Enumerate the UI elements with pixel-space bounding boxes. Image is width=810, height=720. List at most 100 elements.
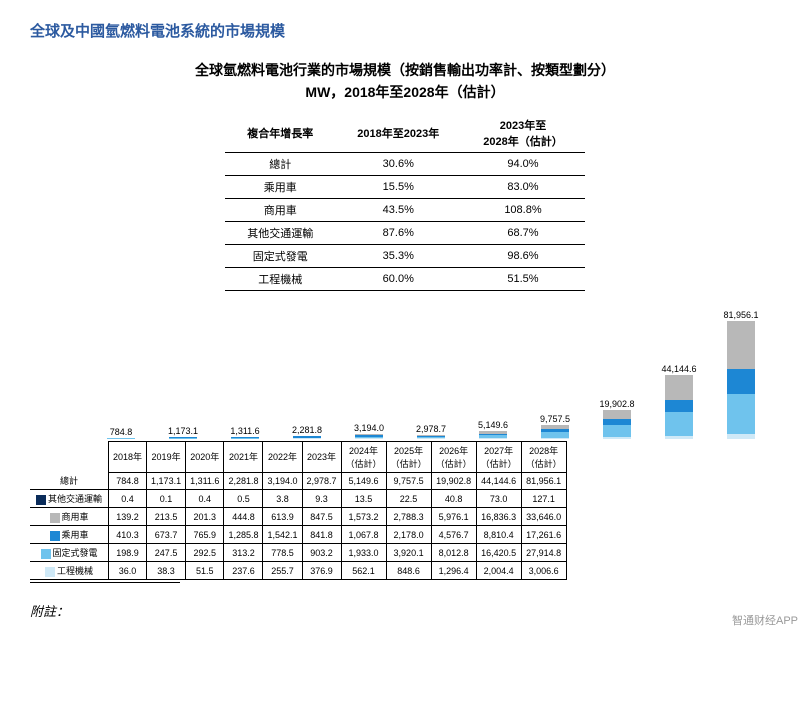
data-cell: 8,810.4 bbox=[476, 526, 521, 544]
row-label-text: 總計 bbox=[60, 476, 78, 486]
data-cell: 73.0 bbox=[476, 490, 521, 508]
bar-segment-commercial bbox=[727, 321, 755, 369]
cagr-cell: 108.8% bbox=[461, 198, 584, 221]
data-cell: 1,573.2 bbox=[341, 508, 386, 526]
data-cell: 376.9 bbox=[302, 562, 341, 580]
bar-total-label: 2,978.7 bbox=[416, 424, 446, 434]
data-cell: 19,902.8 bbox=[431, 472, 476, 490]
bar-total-label: 3,194.0 bbox=[354, 423, 384, 433]
cagr-row-label: 乘用車 bbox=[225, 175, 335, 198]
data-cell: 38.3 bbox=[147, 562, 186, 580]
data-cell: 27,914.8 bbox=[521, 544, 566, 562]
data-cell: 17,261.6 bbox=[521, 526, 566, 544]
row-label-text: 固定式發電 bbox=[53, 548, 98, 558]
bar-total-label: 81,956.1 bbox=[723, 310, 758, 320]
row-header-total: 總計 bbox=[30, 472, 109, 490]
bar-total-label: 1,311.6 bbox=[230, 426, 259, 436]
bar-segment-engineering bbox=[417, 438, 445, 439]
legend-swatch bbox=[50, 531, 60, 541]
cagr-row-label: 固定式發電 bbox=[225, 244, 335, 267]
data-cell: 3.8 bbox=[263, 490, 302, 508]
data-cell: 765.9 bbox=[186, 526, 224, 544]
bar-chart: 784.81,173.11,311.62,281.83,194.02,978.7… bbox=[90, 309, 780, 439]
legend-swatch bbox=[36, 495, 46, 505]
data-cell: 3,194.0 bbox=[263, 472, 302, 490]
cagr-cell: 15.5% bbox=[335, 175, 461, 198]
year-header: 2025年（估計） bbox=[386, 441, 431, 472]
cagr-cell: 35.3% bbox=[335, 244, 461, 267]
cagr-row-label: 工程機械 bbox=[225, 267, 335, 290]
cagr-cell: 94.0% bbox=[461, 152, 584, 175]
legend-swatch bbox=[41, 549, 51, 559]
year-header: 2028年（估計） bbox=[521, 441, 566, 472]
cagr-cell: 68.7% bbox=[461, 221, 584, 244]
legend-swatch bbox=[50, 513, 60, 523]
bar-segment-stationary bbox=[727, 394, 755, 434]
bar-segment-passenger bbox=[603, 419, 631, 426]
data-cell: 127.1 bbox=[521, 490, 566, 508]
data-cell: 213.5 bbox=[147, 508, 186, 526]
bar-segment-passenger bbox=[665, 400, 693, 413]
data-cell: 613.9 bbox=[263, 508, 302, 526]
data-cell: 33,646.0 bbox=[521, 508, 566, 526]
cagr-cell: 87.6% bbox=[335, 221, 461, 244]
bar-segment-stationary bbox=[603, 425, 631, 437]
data-cell: 22.5 bbox=[386, 490, 431, 508]
data-cell: 444.8 bbox=[224, 508, 263, 526]
cagr-cell: 51.5% bbox=[461, 267, 584, 290]
year-header: 2024年（估計） bbox=[341, 441, 386, 472]
data-cell: 51.5 bbox=[186, 562, 224, 580]
data-cell: 36.0 bbox=[109, 562, 147, 580]
bar-segment-commercial bbox=[665, 375, 693, 399]
data-cell: 292.5 bbox=[186, 544, 224, 562]
row-header-engineering: 工程機械 bbox=[30, 562, 109, 580]
row-header-stationary: 固定式發電 bbox=[30, 544, 109, 562]
legend-swatch bbox=[45, 567, 55, 577]
data-cell: 1,542.1 bbox=[263, 526, 302, 544]
data-cell: 16,836.3 bbox=[476, 508, 521, 526]
year-header: 2019年 bbox=[147, 441, 186, 472]
cagr-cell: 43.5% bbox=[335, 198, 461, 221]
footer-rule bbox=[30, 582, 180, 583]
data-cell: 1,067.8 bbox=[341, 526, 386, 544]
bar-segment-engineering bbox=[603, 437, 631, 439]
data-cell: 3,920.1 bbox=[386, 544, 431, 562]
data-cell: 784.8 bbox=[109, 472, 147, 490]
sub-title: 全球氫燃料電池行業的市場規模（按銷售輸出功率計、按類型劃分） MW，2018年至… bbox=[30, 59, 780, 104]
sub-title-line2: MW，2018年至2028年（估計） bbox=[305, 84, 504, 100]
data-cell: 1,285.8 bbox=[224, 526, 263, 544]
cagr-cell: 60.0% bbox=[335, 267, 461, 290]
data-cell: 0.1 bbox=[147, 490, 186, 508]
data-cell: 1,296.4 bbox=[431, 562, 476, 580]
sub-title-line1: 全球氫燃料電池行業的市場規模（按銷售輸出功率計、按類型劃分） bbox=[195, 62, 615, 78]
data-cell: 139.2 bbox=[109, 508, 147, 526]
data-cell: 44,144.6 bbox=[476, 472, 521, 490]
data-cell: 1,311.6 bbox=[186, 472, 224, 490]
data-cell: 1,173.1 bbox=[147, 472, 186, 490]
row-header-commercial: 商用車 bbox=[30, 508, 109, 526]
cagr-cell: 30.6% bbox=[335, 152, 461, 175]
data-cell: 198.9 bbox=[109, 544, 147, 562]
data-cell: 2,978.7 bbox=[302, 472, 341, 490]
year-header: 2020年 bbox=[186, 441, 224, 472]
row-header-passenger: 乘用車 bbox=[30, 526, 109, 544]
bar-segment-commercial bbox=[603, 410, 631, 419]
data-cell: 13.5 bbox=[341, 490, 386, 508]
data-cell: 237.6 bbox=[224, 562, 263, 580]
bar-total-label: 2,281.8 bbox=[292, 425, 322, 435]
data-cell: 247.5 bbox=[147, 544, 186, 562]
cagr-head-0: 複合年增長率 bbox=[225, 114, 335, 153]
data-cell: 313.2 bbox=[224, 544, 263, 562]
bar-total-label: 19,902.8 bbox=[599, 399, 634, 409]
data-cell: 848.6 bbox=[386, 562, 431, 580]
row-header-other_transport: 其他交通運輸 bbox=[30, 490, 109, 508]
data-cell: 9,757.5 bbox=[386, 472, 431, 490]
cagr-cell: 83.0% bbox=[461, 175, 584, 198]
watermark: 智通财经APP bbox=[732, 612, 798, 628]
data-cell: 410.3 bbox=[109, 526, 147, 544]
cagr-row-label: 商用車 bbox=[225, 198, 335, 221]
cagr-head-1: 2018年至2023年 bbox=[335, 114, 461, 153]
data-cell: 2,788.3 bbox=[386, 508, 431, 526]
year-header: 2026年（估計） bbox=[431, 441, 476, 472]
year-header: 2027年（估計） bbox=[476, 441, 521, 472]
